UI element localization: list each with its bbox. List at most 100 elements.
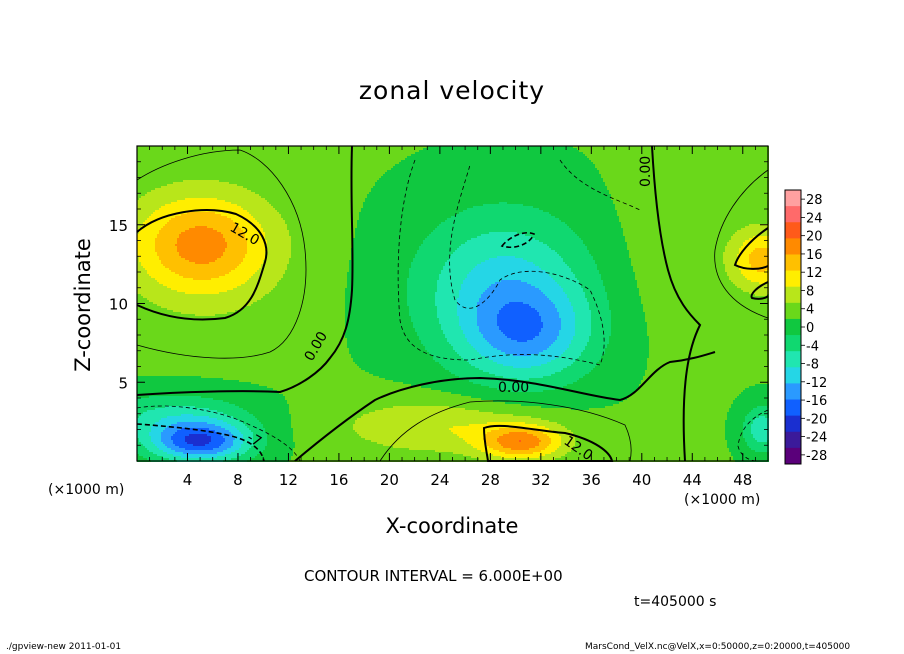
field-cell [757,162,759,164]
field-cell [305,154,307,156]
field-cell [711,158,713,160]
field-cell [491,150,493,152]
field-cell [345,176,347,178]
field-cell [409,150,411,152]
field-cell [213,164,215,166]
field-cell [143,162,145,164]
field-cell [397,162,399,164]
field-cell [145,152,147,154]
field-cell [535,172,537,174]
field-cell [621,150,623,152]
field-cell [441,172,443,174]
field-cell [153,164,155,166]
field-cell [253,170,255,172]
field-cell [563,154,565,156]
field-cell [371,176,373,178]
field-cell [697,170,699,172]
field-cell [193,158,195,160]
field-cell [315,160,317,162]
field-cell [529,162,531,164]
field-cell [711,166,713,168]
field-cell [207,156,209,158]
field-cell [549,158,551,160]
field-cell [451,176,453,178]
field-cell [161,174,163,176]
field-cell [465,162,467,164]
field-cell [299,176,301,178]
field-cell [729,170,731,172]
field-cell [657,172,659,174]
field-cell [165,150,167,152]
field-cell [501,156,503,158]
field-cell [363,162,365,164]
field-cell [369,152,371,154]
field-cell [259,156,261,158]
field-cell [447,164,449,166]
field-cell [237,170,239,172]
field-cell [377,164,379,166]
field-cell [297,160,299,162]
field-cell [745,156,747,158]
field-cell [585,164,587,166]
field-cell [513,150,515,152]
field-cell [677,162,679,164]
field-cell [233,158,235,160]
field-cell [401,172,403,174]
field-cell [199,170,201,172]
field-cell [451,160,453,162]
field-cell [259,158,261,160]
field-cell [721,168,723,170]
field-cell [355,156,357,158]
field-cell [517,168,519,170]
field-cell [289,158,291,160]
field-cell [395,148,397,150]
field-cell [279,176,281,178]
field-cell [171,170,173,172]
field-cell [587,166,589,168]
field-cell [439,168,441,170]
field-cell [345,158,347,160]
field-cell [379,150,381,152]
field-cell [579,166,581,168]
field-cell [367,150,369,152]
field-cell [737,162,739,164]
field-cell [175,158,177,160]
field-cell [357,160,359,162]
field-cell [469,154,471,156]
field-cell [475,176,477,178]
field-cell [731,172,733,174]
field-cell [747,162,749,164]
field-cell [197,160,199,162]
field-cell [441,158,443,160]
field-cell [727,150,729,152]
field-cell [717,166,719,168]
field-cell [189,160,191,162]
field-cell [625,148,627,150]
field-cell [619,158,621,160]
field-cell [581,168,583,170]
field-cell [227,148,229,150]
field-cell [181,172,183,174]
field-cell [551,170,553,172]
field-cell [365,164,367,166]
field-cell [153,158,155,160]
field-cell [191,168,193,170]
field-cell [411,150,413,152]
field-cell [455,160,457,162]
field-cell [371,162,373,164]
field-cell [563,172,565,174]
field-cell [631,170,633,172]
field-cell [425,172,427,174]
field-cell [547,168,549,170]
field-cell [393,154,395,156]
field-cell [729,162,731,164]
field-cell [473,156,475,158]
field-cell [209,150,211,152]
field-cell [279,168,281,170]
field-cell [505,162,507,164]
field-cell [251,148,253,150]
field-cell [205,150,207,152]
field-cell [489,172,491,174]
field-cell [295,162,297,164]
field-cell [543,172,545,174]
